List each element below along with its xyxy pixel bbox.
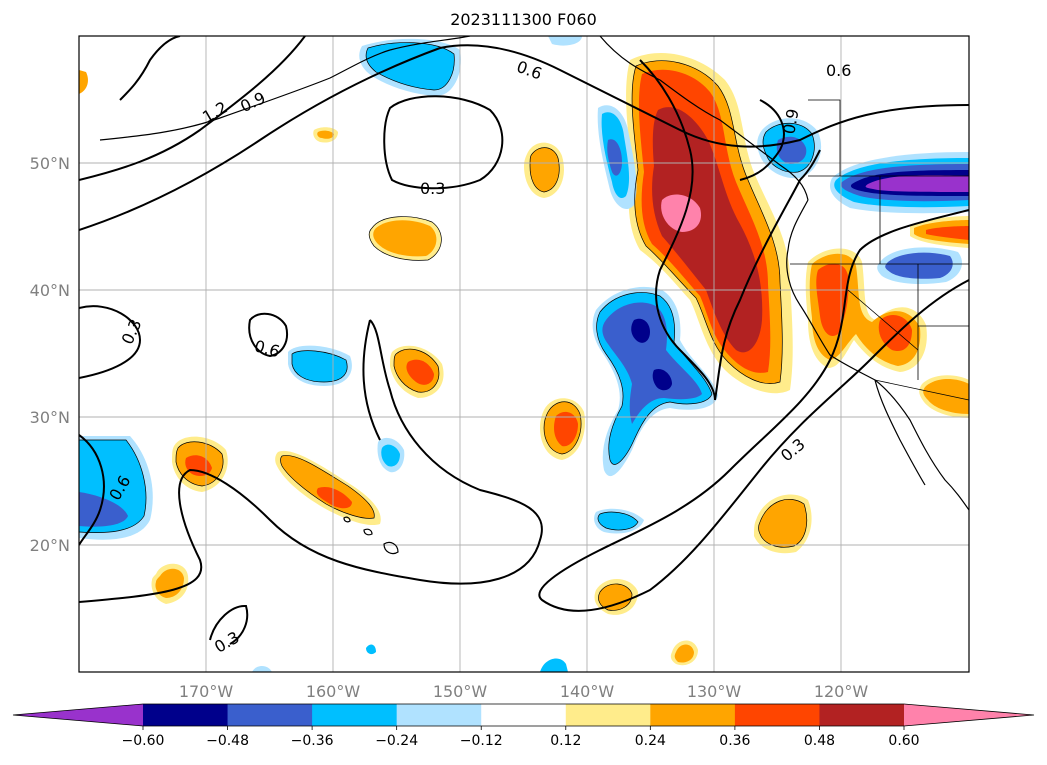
colorbar-tick-label: 0.36 — [719, 733, 750, 749]
colorbar-segment — [650, 704, 736, 726]
lon-label-120w: 120°W — [814, 682, 869, 701]
map-area: 1.2 0.9 0.6 0.6 0.3 0.3 0.6 0.6 0.9 0.3 … — [79, 36, 969, 672]
colorbar-tick-label: −0.36 — [291, 733, 334, 749]
warm-west2-orange — [155, 568, 184, 598]
longitude-labels: 170°W 160°W 150°W 140°W 130°W 120°W — [179, 682, 869, 701]
contour-label: 0.3 — [420, 179, 445, 198]
lat-label-50: 50°N — [30, 154, 70, 173]
cold-bottom-bit3 — [252, 666, 272, 672]
warm-south2-orange — [674, 644, 694, 663]
map-frame — [78, 35, 970, 673]
colorbar-extend-high — [904, 704, 1034, 726]
lon-label-160w: 160°W — [306, 682, 361, 701]
colorbar-tick-label: 0.12 — [550, 733, 581, 749]
colorbar-segment — [227, 704, 313, 726]
colorbar-tick-label: 0.60 — [888, 733, 919, 749]
colorbar-tick-label: 0.48 — [804, 733, 835, 749]
warm-small-aleutian-orange — [317, 130, 334, 139]
lon-label-170w: 170°W — [179, 682, 234, 701]
cold-blob-navy1 — [631, 318, 650, 343]
colorbar-tick-label: −0.48 — [206, 733, 249, 749]
political-borders — [790, 99, 969, 401]
contour-label: 0.6 — [826, 61, 851, 80]
contour-label: 0.9 — [779, 107, 802, 135]
map-title: 2023111300 F060 — [450, 10, 597, 29]
cold-top-bit — [548, 36, 582, 46]
warm-plume-darkred — [652, 107, 763, 353]
contour-lines — [79, 36, 969, 645]
colorbar-extend-low — [13, 704, 143, 726]
cold-montana-purple — [865, 175, 969, 192]
cold-nevada-blue — [885, 252, 953, 279]
lat-label-20: 20°N — [30, 536, 70, 555]
colorbar-segment — [143, 704, 229, 726]
warm-south1-orange — [598, 583, 632, 611]
warm-plume-pink — [661, 194, 702, 232]
colorbar-segment — [481, 704, 567, 726]
colorbar-tick-label: −0.24 — [375, 733, 418, 749]
cold-west-blue — [79, 492, 128, 527]
colorbar-tick-label: −0.12 — [460, 733, 503, 749]
warm-hawaii-red — [316, 486, 352, 509]
warm-baja-orange — [758, 499, 807, 548]
colorbar: −0.60 −0.48 −0.36 −0.24 −0.12 0.12 0.24 0.36 0.4… — [12, 703, 1035, 749]
warm-oregon-red — [926, 226, 969, 240]
latitude-labels: 50°N 40°N 30°N 20°N — [30, 154, 70, 555]
lat-label-40: 40°N — [30, 281, 70, 300]
colorbar-tick-label: 0.24 — [635, 733, 666, 749]
anomaly-fields — [79, 36, 969, 672]
warm-mid2-red — [406, 359, 434, 385]
colorbar-segment — [565, 704, 651, 726]
cold-bottom-bit1 — [540, 658, 568, 672]
warm-gulf-orange — [530, 147, 560, 192]
cold-mid3-sky — [598, 512, 638, 530]
anomaly-outlines — [79, 42, 815, 611]
colorbar-segment — [734, 704, 820, 726]
colorbar-tick-label: −0.60 — [122, 733, 165, 749]
lon-label-130w: 130°W — [687, 682, 742, 701]
warm-california-red — [816, 263, 849, 336]
cold-bottom-bit2 — [366, 644, 376, 655]
cold-blob-blue — [602, 302, 702, 424]
colorbar-segment — [312, 704, 398, 726]
cold-blob-navy2 — [652, 368, 672, 391]
warm-far-west — [79, 70, 88, 94]
colorbar-segment — [396, 704, 482, 726]
cold-streak-blue — [607, 139, 622, 176]
warm-mid1-orange — [373, 220, 437, 257]
cold-mid2-sky — [381, 444, 400, 467]
coastlines — [99, 36, 969, 555]
colorbar-segment — [819, 704, 905, 726]
warm-mid3-red — [554, 411, 578, 447]
lat-label-30: 30°N — [30, 408, 70, 427]
lon-label-140w: 140°W — [560, 682, 615, 701]
cold-alaska-sky — [366, 42, 455, 90]
lon-label-150w: 150°W — [433, 682, 488, 701]
warm-arizona-orange — [923, 379, 969, 414]
